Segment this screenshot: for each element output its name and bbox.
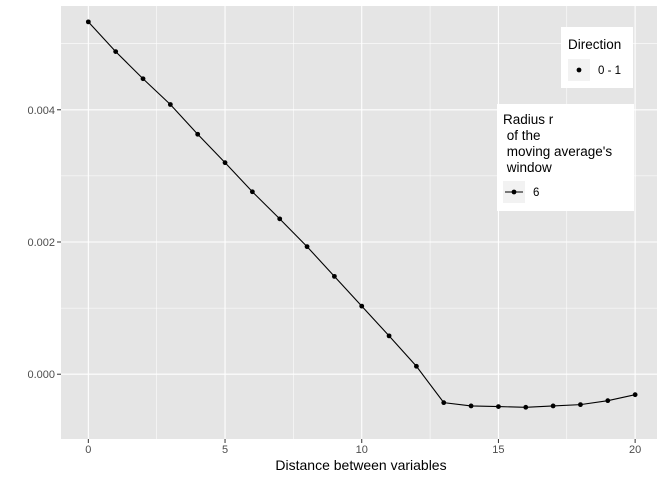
data-point: [468, 403, 474, 409]
x-tick-label: 10: [356, 444, 368, 456]
legend-direction-key-point: [576, 67, 582, 73]
data-point: [359, 303, 365, 309]
legend-direction-label: 0 - 1: [598, 65, 621, 77]
data-point: [550, 403, 556, 409]
data-point: [277, 216, 283, 222]
data-point: [222, 160, 228, 166]
legend-radius-title-line-4: window: [503, 160, 552, 175]
x-tick-label: 15: [492, 444, 504, 456]
data-point: [414, 363, 419, 369]
legend-radius-title-line-2: of the: [503, 128, 541, 143]
major-gridlines: [61, 6, 657, 439]
y-tick-label: 0.002: [27, 237, 55, 249]
data-point: [523, 404, 529, 410]
data-point: [113, 49, 119, 55]
y-tick-label: 0.004: [27, 105, 55, 117]
data-point: [140, 76, 146, 82]
data-point: [304, 244, 310, 250]
data-point: [605, 398, 611, 404]
x-tick-label: 0: [85, 444, 91, 456]
x-axis-title: Distance between variables: [275, 457, 446, 473]
x-tick-label: 5: [222, 444, 228, 456]
legend-direction: Direction 0 - 1: [561, 27, 633, 88]
data-point: [85, 19, 91, 25]
legend-radius: Radius r of the moving average's window …: [497, 104, 634, 211]
x-tick-label: 20: [629, 444, 641, 456]
data-point: [386, 333, 392, 339]
data-point: [441, 400, 447, 406]
x-axis: 0 5 10 15 20: [85, 439, 641, 456]
data-point: [496, 404, 501, 410]
plot-panel: [61, 6, 657, 439]
data-point: [195, 131, 201, 137]
legend-radius-key-point: [511, 189, 517, 195]
data-point: [167, 102, 173, 107]
data-point: [578, 402, 583, 408]
legend-direction-title: Direction: [568, 37, 621, 52]
y-axis: 0.000 0.002 0.004: [27, 105, 61, 381]
data-point: [249, 189, 255, 195]
data-point: [632, 392, 638, 398]
legend-radius-label: 6: [533, 187, 539, 199]
legend-radius-title-line-3: moving average's: [503, 144, 612, 159]
series-points-group: [85, 19, 638, 410]
legend-radius-title-line-1: Radius r: [503, 112, 554, 127]
y-tick-label: 0.000: [27, 369, 55, 381]
data-point: [331, 273, 337, 279]
